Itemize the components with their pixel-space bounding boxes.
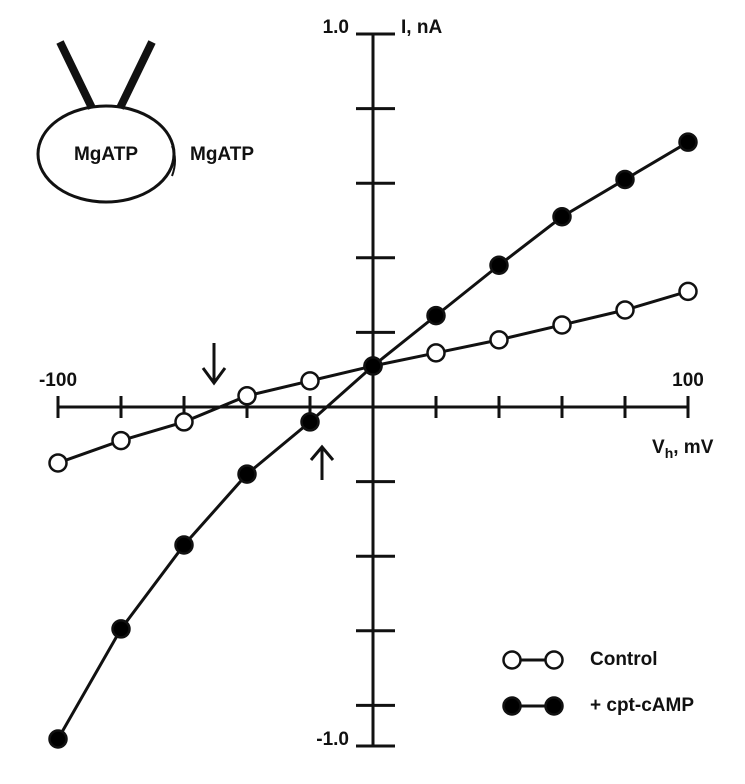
legend-marker [502,650,522,670]
data-point [552,315,572,335]
data-point [426,343,446,363]
inside-label: MgATP [74,144,138,165]
arrow [201,343,335,480]
data-point [174,412,194,432]
data-point [489,330,509,350]
data-point [300,371,320,391]
x-tick-label: -100 [39,370,77,391]
pipette [56,40,96,110]
data-point [615,300,635,320]
pipette [116,40,156,110]
data-point [111,619,131,639]
legend-marker [544,696,564,716]
data-point [48,729,68,749]
data-point [678,132,698,152]
data-point [300,412,320,432]
x-tick-label: 100 [672,370,704,391]
data-point [237,464,257,484]
x-axis-label-part: h [665,445,674,461]
data-point [552,207,572,227]
x-axis-label-part: , mV [673,437,713,458]
data-point [237,386,257,406]
x-axis-label: Vh, mV [652,437,714,461]
y-tick-label: 1.0 [323,17,349,38]
y-tick-label: -1.0 [316,729,349,750]
legend-label: + cpt-cAMP [590,695,694,716]
bracket [171,145,176,177]
x-axis-label-part: V [652,437,665,458]
legend-marker [544,650,564,670]
outside-label: MgATP [190,144,254,165]
data-point [615,169,635,190]
legend-marker [502,696,522,716]
data-point [48,453,68,473]
data-point [111,430,131,451]
data-point [363,356,383,376]
y-axis-label: I, nA [401,17,442,38]
data-point [174,535,194,555]
data-point [489,255,509,276]
data-point [678,281,698,302]
legend-label: Control [590,649,658,670]
data-point [426,305,446,326]
